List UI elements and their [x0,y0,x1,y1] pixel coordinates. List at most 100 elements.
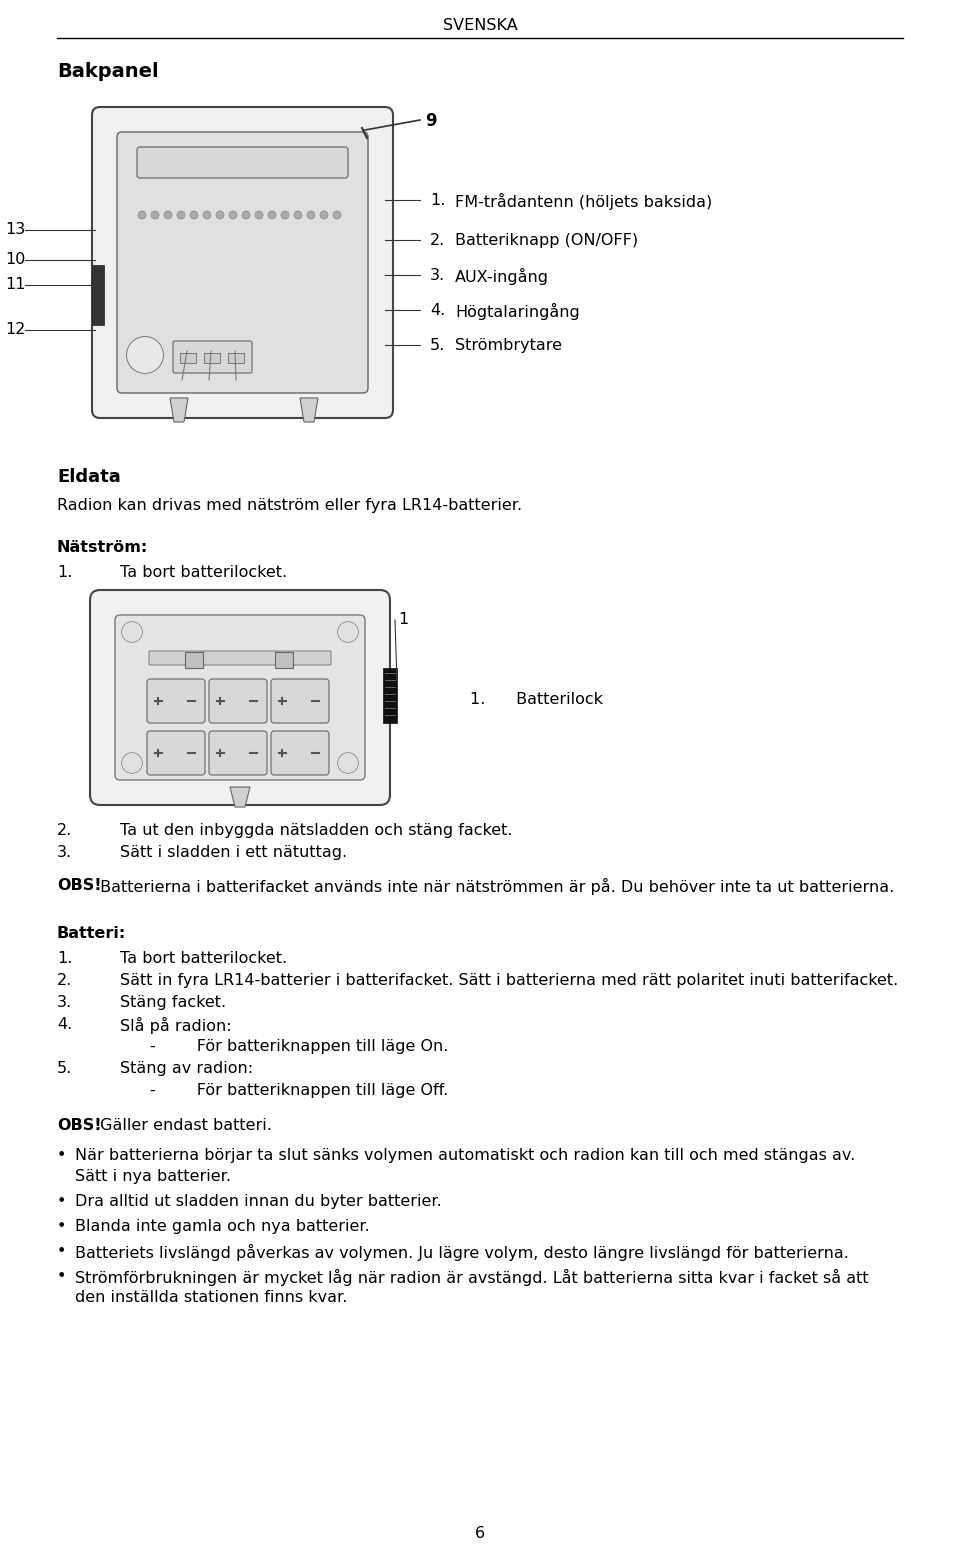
FancyBboxPatch shape [271,731,329,774]
FancyBboxPatch shape [173,340,252,373]
Circle shape [122,621,142,642]
Polygon shape [170,398,188,421]
Text: •: • [57,1147,66,1163]
Circle shape [203,211,211,219]
Text: •: • [57,1194,66,1210]
Text: SVENSKA: SVENSKA [443,19,517,33]
Circle shape [138,211,146,219]
Text: Stäng av radion:: Stäng av radion: [120,1061,253,1076]
Text: Dra alltid ut sladden innan du byter batterier.: Dra alltid ut sladden innan du byter bat… [75,1194,442,1210]
Circle shape [127,337,163,373]
Text: 2.: 2. [57,973,72,988]
Text: Ta bort batterilocket.: Ta bort batterilocket. [120,565,287,581]
Text: 11: 11 [5,276,26,292]
Text: 1.: 1. [57,951,72,966]
Text: den inställda stationen finns kvar.: den inställda stationen finns kvar. [75,1289,348,1305]
Text: Batterierna i batterifacket används inte när nätströmmen är på. Du behöver inte : Batterierna i batterifacket används inte… [95,877,895,894]
Text: •: • [57,1244,66,1260]
Text: 1.      Batterilock: 1. Batterilock [470,692,603,707]
Text: Nätström:: Nätström: [57,540,148,556]
Circle shape [177,211,185,219]
Text: Högtalaringång: Högtalaringång [455,303,580,320]
Text: 13: 13 [5,222,25,237]
Text: 10: 10 [5,251,25,267]
FancyBboxPatch shape [209,731,267,774]
FancyBboxPatch shape [147,731,205,774]
Text: 6: 6 [475,1527,485,1541]
Text: •: • [57,1269,66,1285]
Text: Ta bort batterilocket.: Ta bort batterilocket. [120,951,287,966]
FancyBboxPatch shape [209,679,267,723]
Bar [204,353,220,364]
Text: 2.: 2. [430,233,445,248]
FancyBboxPatch shape [147,679,205,723]
Text: 3.: 3. [57,994,72,1010]
Text: •: • [57,1219,66,1235]
Text: 3.: 3. [57,845,72,860]
Text: 3.: 3. [430,268,445,283]
Circle shape [242,211,250,219]
Text: -        För batteriknappen till läge On.: - För batteriknappen till läge On. [150,1040,448,1054]
FancyBboxPatch shape [271,679,329,723]
Text: 5.: 5. [430,339,445,353]
Bar [180,353,196,364]
Circle shape [151,211,159,219]
FancyBboxPatch shape [149,651,331,665]
Circle shape [190,211,198,219]
Text: Batteri:: Batteri: [57,926,127,941]
Text: Stäng facket.: Stäng facket. [120,994,227,1010]
Circle shape [338,752,358,773]
Text: 1.: 1. [430,194,445,208]
FancyBboxPatch shape [137,147,348,178]
Bar [275,652,293,668]
Circle shape [216,211,224,219]
Text: Batteriets livslängd påverkas av volymen. Ju lägre volym, desto längre livslängd: Batteriets livslängd påverkas av volymen… [75,1244,849,1261]
Circle shape [268,211,276,219]
Text: Gäller endast batteri.: Gäller endast batteri. [95,1118,272,1133]
FancyBboxPatch shape [117,133,368,393]
Text: OBS!: OBS! [57,1118,102,1133]
Text: 2.: 2. [57,823,72,838]
Text: Strömbrytare: Strömbrytare [455,339,562,353]
Circle shape [294,211,302,219]
Text: Sätt in fyra LR14-batterier i batterifacket. Sätt i batterierna med rätt polarit: Sätt in fyra LR14-batterier i batterifac… [120,973,899,988]
Text: AUX-ingång: AUX-ingång [455,268,549,286]
Text: Slå på radion:: Slå på radion: [120,1018,231,1033]
Text: 12: 12 [5,322,25,337]
Text: Sätt i nya batterier.: Sätt i nya batterier. [75,1169,231,1183]
Circle shape [333,211,341,219]
Text: Sätt i sladden i ett nätuttag.: Sätt i sladden i ett nätuttag. [120,845,348,860]
Circle shape [281,211,289,219]
Circle shape [255,211,263,219]
Circle shape [229,211,237,219]
Text: Blanda inte gamla och nya batterier.: Blanda inte gamla och nya batterier. [75,1219,370,1235]
Text: Radion kan drivas med nätström eller fyra LR14-batterier.: Radion kan drivas med nätström eller fyr… [57,498,522,514]
Bar [228,353,244,364]
Text: Ta ut den inbyggda nätsladden och stäng facket.: Ta ut den inbyggda nätsladden och stäng … [120,823,513,838]
Circle shape [164,211,172,219]
Text: 4.: 4. [57,1018,72,1032]
Text: OBS!: OBS! [57,877,102,893]
Text: 9: 9 [425,112,437,130]
FancyBboxPatch shape [92,108,393,418]
Circle shape [307,211,315,219]
Text: När batterierna börjar ta slut sänks volymen automatiskt och radion kan till och: När batterierna börjar ta slut sänks vol… [75,1147,855,1163]
Text: Bakpanel: Bakpanel [57,62,158,81]
Circle shape [338,621,358,642]
Text: 1.: 1. [57,565,72,581]
Text: -        För batteriknappen till läge Off.: - För batteriknappen till läge Off. [150,1083,448,1097]
FancyBboxPatch shape [115,615,365,780]
Text: 5.: 5. [57,1061,72,1076]
Polygon shape [230,787,250,807]
Bar [92,265,104,325]
FancyBboxPatch shape [90,590,390,805]
Circle shape [122,752,142,773]
Polygon shape [300,398,318,421]
Bar [383,668,397,723]
Bar [185,652,203,668]
Text: Strömförbrukningen är mycket låg när radion är avstängd. Låt batterierna sitta k: Strömförbrukningen är mycket låg när rad… [75,1269,869,1286]
Text: Batteriknapp (ON/OFF): Batteriknapp (ON/OFF) [455,233,638,248]
Text: FM-trådantenn (höljets baksida): FM-trådantenn (höljets baksida) [455,194,712,211]
Text: 1: 1 [398,612,408,628]
Text: 4.: 4. [430,303,445,318]
